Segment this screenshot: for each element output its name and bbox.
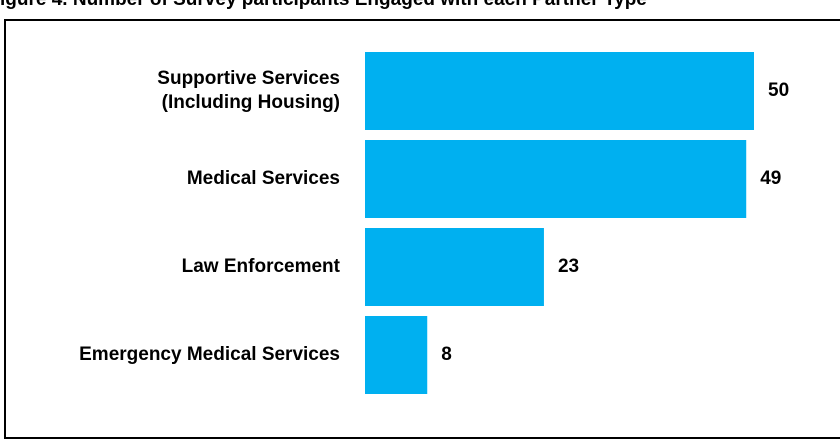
category-label-line: Supportive Services bbox=[157, 68, 340, 89]
value-label-1: 49 bbox=[760, 168, 781, 189]
bar-2 bbox=[365, 228, 544, 306]
bar-3 bbox=[365, 316, 428, 394]
value-label-0: 50 bbox=[768, 80, 789, 101]
category-label-line: Emergency Medical Services bbox=[79, 344, 340, 365]
category-label-0: Supportive Services (Including Housing) bbox=[157, 68, 340, 113]
category-label-2: Law Enforcement bbox=[182, 256, 341, 277]
value-label-2: 23 bbox=[558, 256, 579, 277]
category-label-3: Emergency Medical Services bbox=[79, 344, 340, 365]
bar-0 bbox=[365, 52, 754, 130]
category-label-line: Law Enforcement bbox=[182, 256, 341, 277]
bar-1 bbox=[365, 140, 747, 218]
bar-chart: 50 Supportive Services (Including Housing)… bbox=[79, 52, 789, 394]
category-label-line: Medical Services bbox=[187, 168, 340, 189]
chart-title: igure 4. Number of Survey participants E… bbox=[0, 0, 840, 12]
value-label-3: 8 bbox=[441, 344, 452, 365]
category-label-line: (Including Housing) bbox=[162, 92, 340, 113]
category-label-1: Medical Services bbox=[187, 168, 340, 189]
